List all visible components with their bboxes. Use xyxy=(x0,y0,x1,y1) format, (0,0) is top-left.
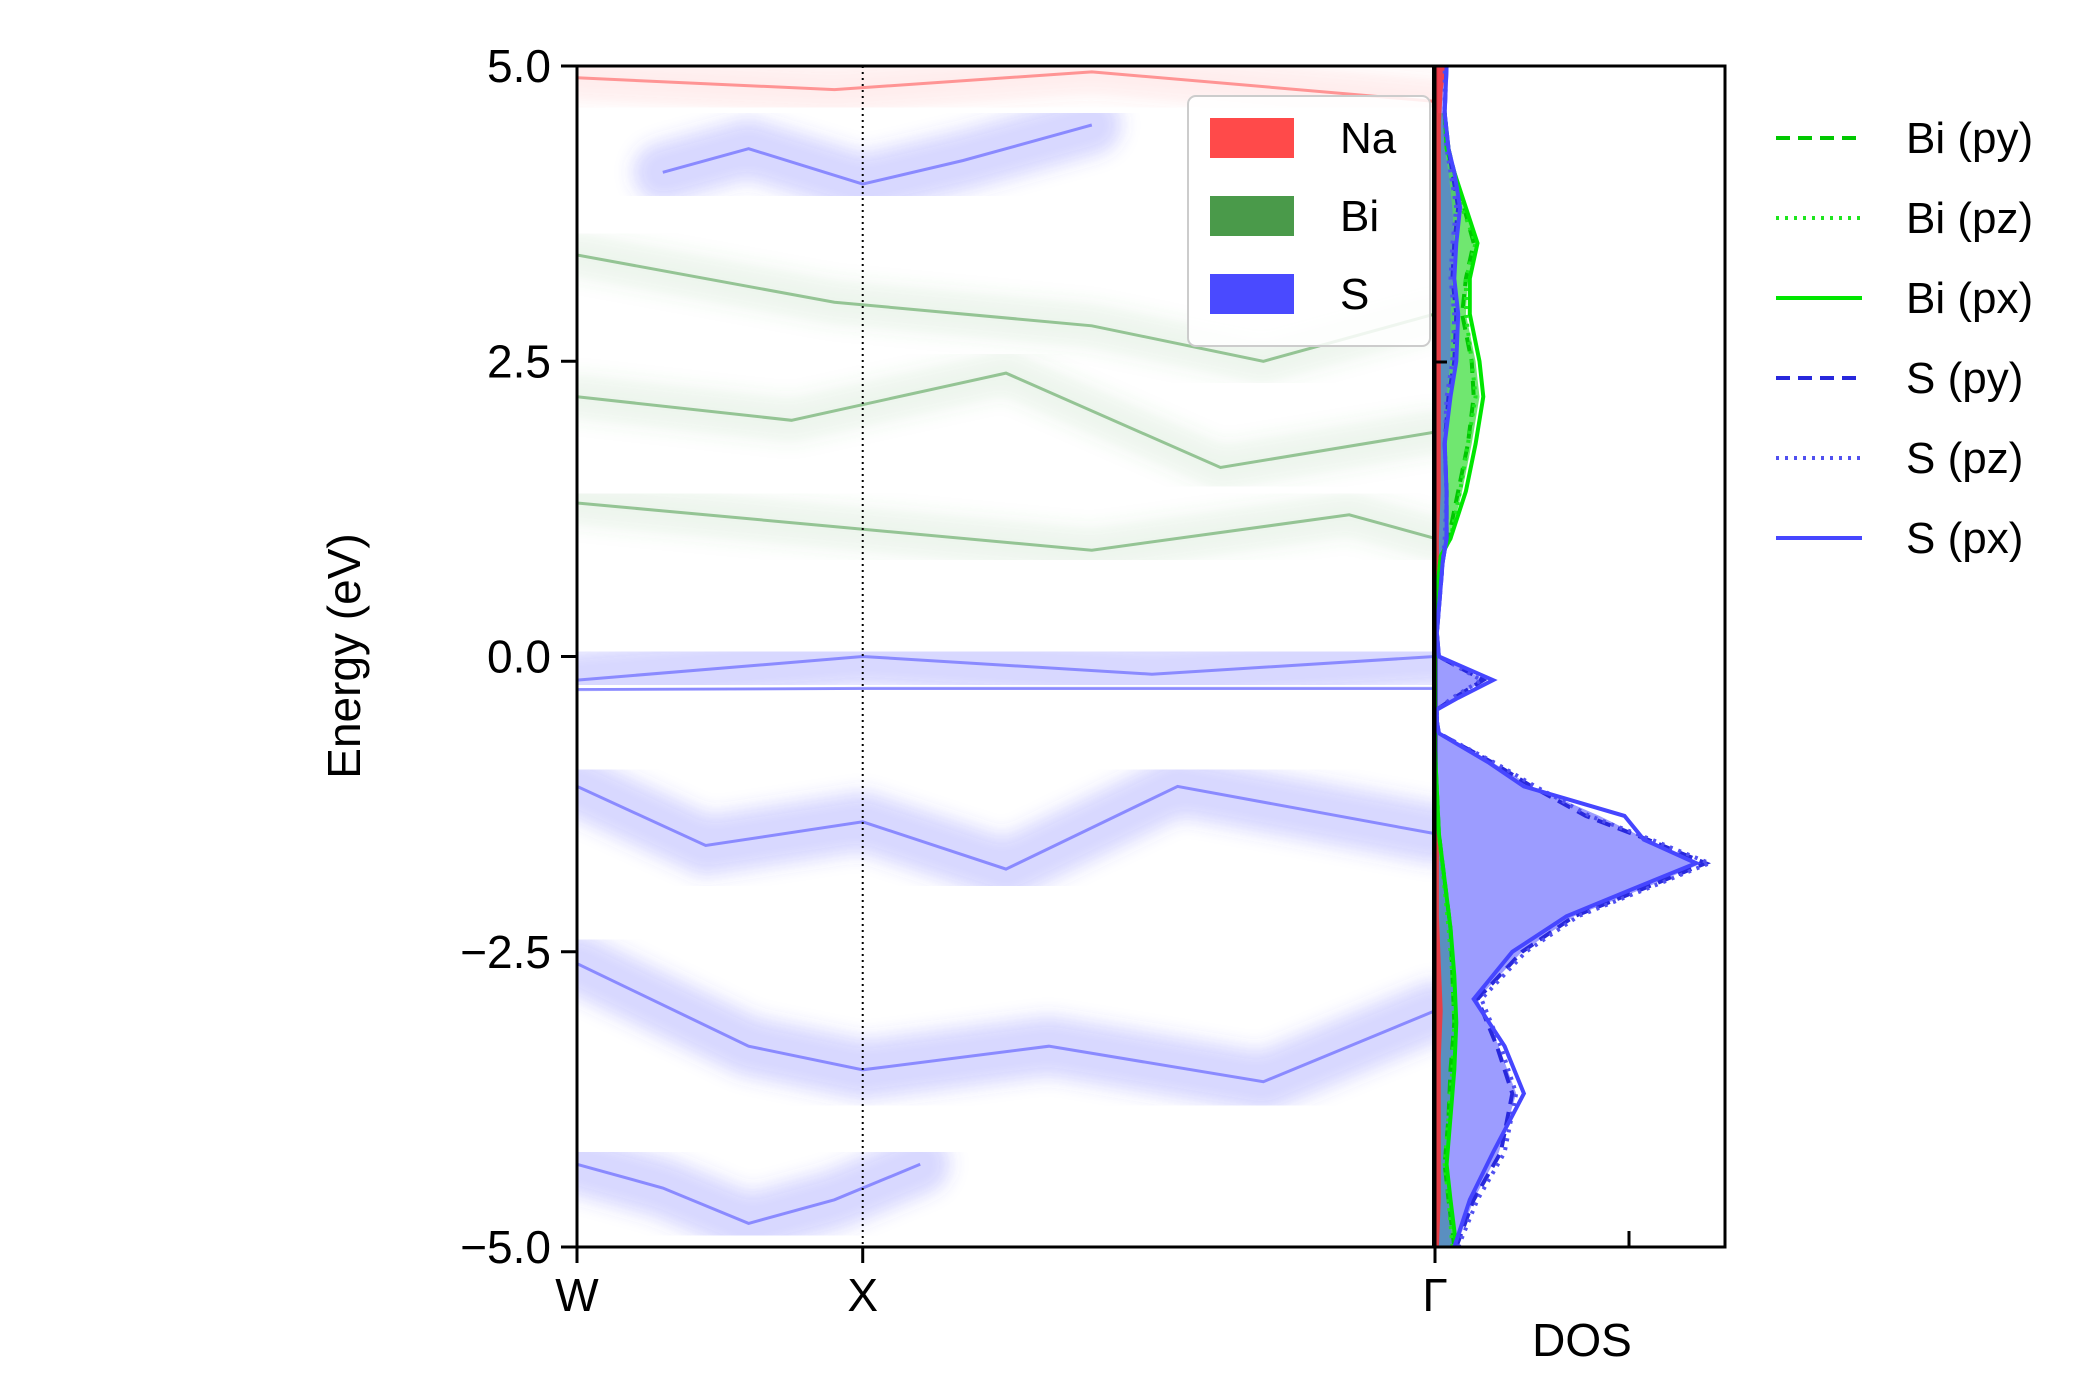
legend-swatch-na xyxy=(1210,118,1294,158)
band-line-s-1 xyxy=(577,654,1435,682)
band-structure-panel: 5.0 2.5 0.0 −2.5 −5.0 W X Γ Energy (eV) Na Bi S xyxy=(318,40,1448,1321)
band-line-bi-7 xyxy=(577,371,1435,470)
band-line-s-4 xyxy=(577,1162,921,1225)
legend-label-s: S xyxy=(1340,270,1369,319)
dos-curves xyxy=(1435,66,1715,1247)
kpoint-label-2: Γ xyxy=(1422,1269,1447,1321)
orbital-legend-label-1: Bi (pz) xyxy=(1906,194,2033,243)
legend-label-na: Na xyxy=(1340,114,1397,163)
dos-x-axis-label: DOS xyxy=(1532,1314,1632,1366)
band-glow-s-4 xyxy=(577,1134,951,1247)
dos-fill-s xyxy=(1435,66,1702,1247)
band-line-s-3 xyxy=(577,962,1435,1084)
band-line-s-5 xyxy=(662,123,1093,186)
orbital-legend-label-4: S (pz) xyxy=(1906,434,2023,483)
band-line-bi-8 xyxy=(577,501,1435,552)
band-line-s-2 xyxy=(577,784,1435,871)
dos-curve-5 xyxy=(1435,66,1702,1247)
orbital-legend-label-5: S (px) xyxy=(1906,514,2023,563)
orbital-legend-label-3: S (py) xyxy=(1906,354,2023,403)
y-axis-label: Energy (eV) xyxy=(318,533,370,778)
y-tick-label-3: −2.5 xyxy=(460,926,551,978)
kpoint-label-0: W xyxy=(555,1269,599,1321)
dos-panel: DOS xyxy=(1433,64,1727,1366)
y-tick-label-1: 2.5 xyxy=(487,335,551,387)
band-glow-s-2 xyxy=(577,755,1435,902)
y-tick-label-4: −5.0 xyxy=(460,1221,551,1273)
dos-plot-frame xyxy=(1433,64,1727,1249)
legend-swatch-s xyxy=(1210,274,1294,314)
orbital-legend-label-2: Bi (px) xyxy=(1906,274,2033,323)
orbital-legend-label-0: Bi (py) xyxy=(1906,114,2033,163)
band-line-na-9 xyxy=(577,70,1435,103)
legend-label-bi: Bi xyxy=(1340,192,1379,241)
y-axis-ticks: 5.0 2.5 0.0 −2.5 −5.0 xyxy=(460,40,577,1273)
y-tick-label-2: 0.0 xyxy=(487,631,551,683)
orbital-legend: Bi (py) Bi (pz) Bi (px) S (py) S (pz) S (px) xyxy=(1776,114,2033,563)
element-legend: Na Bi S xyxy=(1187,95,1431,347)
dos-curve-2 xyxy=(1435,113,1486,1247)
y-tick-label-0: 5.0 xyxy=(487,40,551,92)
legend-swatch-bi xyxy=(1210,196,1294,236)
kpoint-label-1: X xyxy=(847,1269,878,1321)
